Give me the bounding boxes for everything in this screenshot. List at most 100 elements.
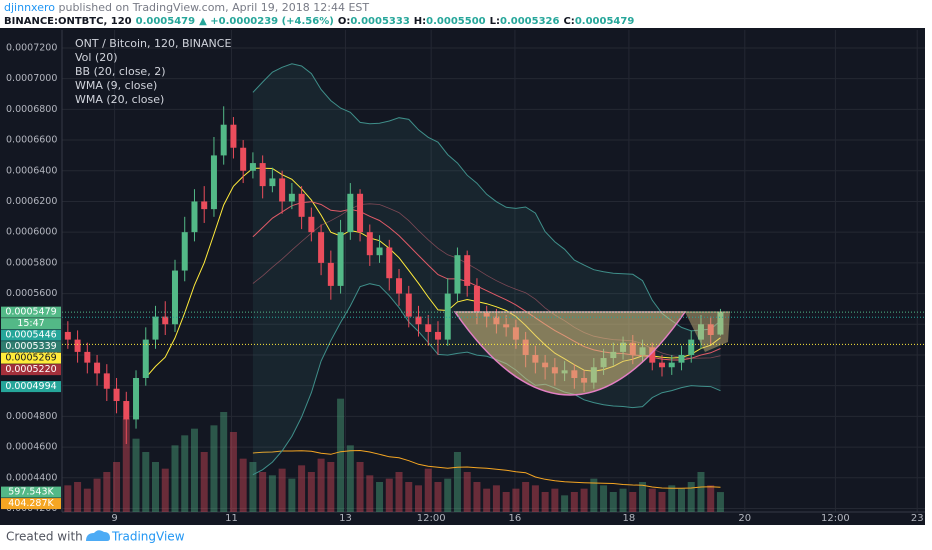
candle-body [142, 339, 149, 378]
candle-body [473, 285, 480, 312]
candle-body [210, 155, 217, 210]
last: 0.0005479 [136, 16, 196, 27]
volume-bar [385, 478, 393, 512]
volume-bar [259, 472, 267, 512]
candle-body [74, 339, 81, 352]
volume-bar [395, 472, 403, 512]
y-tick-label: 0.0006000 [6, 227, 57, 238]
volume-bar [317, 458, 325, 512]
candle-body [717, 312, 724, 335]
candle-body [103, 373, 110, 389]
candle-body [337, 232, 344, 286]
legend-entry: BB (20, close, 2) [75, 65, 166, 78]
volume-bar [210, 425, 218, 512]
candle-body [133, 377, 140, 420]
candle-body [171, 270, 178, 325]
ohlc-label: L: [490, 16, 500, 27]
countdown-label: 15:47 [17, 318, 44, 329]
volume-bar [629, 492, 637, 512]
volume-bar [473, 482, 481, 512]
y-tick-label: 0.0004600 [6, 442, 57, 453]
candle-body [697, 324, 704, 340]
candle-body [464, 255, 471, 286]
candle-body [64, 331, 71, 340]
volume-bar [677, 488, 685, 512]
volume-bar [288, 478, 296, 512]
user: djinnxero [4, 1, 55, 14]
candle-body [123, 401, 130, 420]
price-label-bg [1, 364, 61, 376]
countdown-label-bg [1, 318, 61, 330]
candle-body [425, 324, 432, 332]
volume-bar [307, 472, 315, 512]
candle-body [259, 163, 266, 187]
candle-body [327, 262, 334, 286]
x-tick-label: 18 [623, 513, 636, 524]
volume-bar [483, 488, 491, 512]
volume-bar [64, 485, 72, 512]
candle-body [454, 255, 461, 294]
volume-bar [161, 468, 169, 512]
candle-body [240, 147, 247, 171]
volume-bar [113, 462, 121, 512]
y-tick-label: 0.0005600 [6, 288, 57, 299]
bb-upper [252, 63, 721, 332]
y-tick-label: 0.0007200 [6, 42, 57, 53]
candle-body [357, 193, 364, 233]
volume-bar [200, 452, 208, 512]
x-tick-label: 11 [225, 513, 238, 524]
volume-bar [541, 492, 549, 512]
volume-bar [687, 482, 695, 512]
volume-bar [561, 495, 569, 512]
cup-handle [685, 312, 730, 352]
volume-bar [590, 478, 598, 512]
candle-body [298, 193, 305, 217]
volume-bar [298, 465, 306, 512]
volume-bar [512, 488, 520, 512]
y-tick-label: 0.0007000 [6, 73, 57, 84]
volume-bar [122, 418, 130, 512]
volume-bar [249, 462, 257, 512]
ohlc-value: 0.0005479 [575, 16, 635, 27]
header-line: djinnxero published on TradingView.com, … [4, 1, 369, 14]
cup-shape [453, 311, 687, 396]
ohlc-label: C: [563, 16, 574, 27]
y-tick-label: 0.0006400 [6, 165, 57, 176]
candle-body [84, 351, 91, 363]
x-tick-label: 23 [911, 513, 924, 524]
volume-bar [639, 482, 647, 512]
volume-bar [434, 482, 442, 512]
volume-label: 404.287K [8, 498, 54, 509]
volume-bar [152, 462, 160, 512]
volume-bar [697, 472, 705, 512]
volume-bar [502, 492, 510, 512]
footer-brand: TradingView [111, 530, 185, 544]
volume-bar [609, 492, 617, 512]
y-tick-label: 0.0005800 [6, 257, 57, 268]
legend-entry: WMA (9, close) [75, 79, 157, 92]
volume-bar [492, 485, 500, 512]
candle-body [405, 293, 412, 317]
volume-bar [463, 472, 471, 512]
candle-body [308, 216, 315, 233]
volume-bar [327, 462, 335, 512]
volume-label-bg [1, 498, 61, 510]
volume-bar [190, 428, 198, 512]
volume-bar [668, 485, 676, 512]
candle-body [269, 178, 276, 187]
candle-body [201, 201, 208, 210]
y-tick-label: 0.0004800 [6, 411, 57, 422]
published: published on TradingView.com, April 19, … [55, 1, 369, 14]
y-tick-label: 0.0006800 [6, 104, 57, 115]
candle-body [181, 232, 188, 271]
volume-bar [716, 492, 724, 512]
volume-bar [103, 472, 111, 512]
volume-bar [83, 488, 91, 512]
price-label: 0.0005220 [5, 364, 56, 375]
volume-bar [531, 485, 539, 512]
candle-body [230, 124, 237, 148]
candle-body [191, 201, 198, 233]
price-label-bg [1, 352, 61, 364]
chart-background [0, 28, 925, 525]
